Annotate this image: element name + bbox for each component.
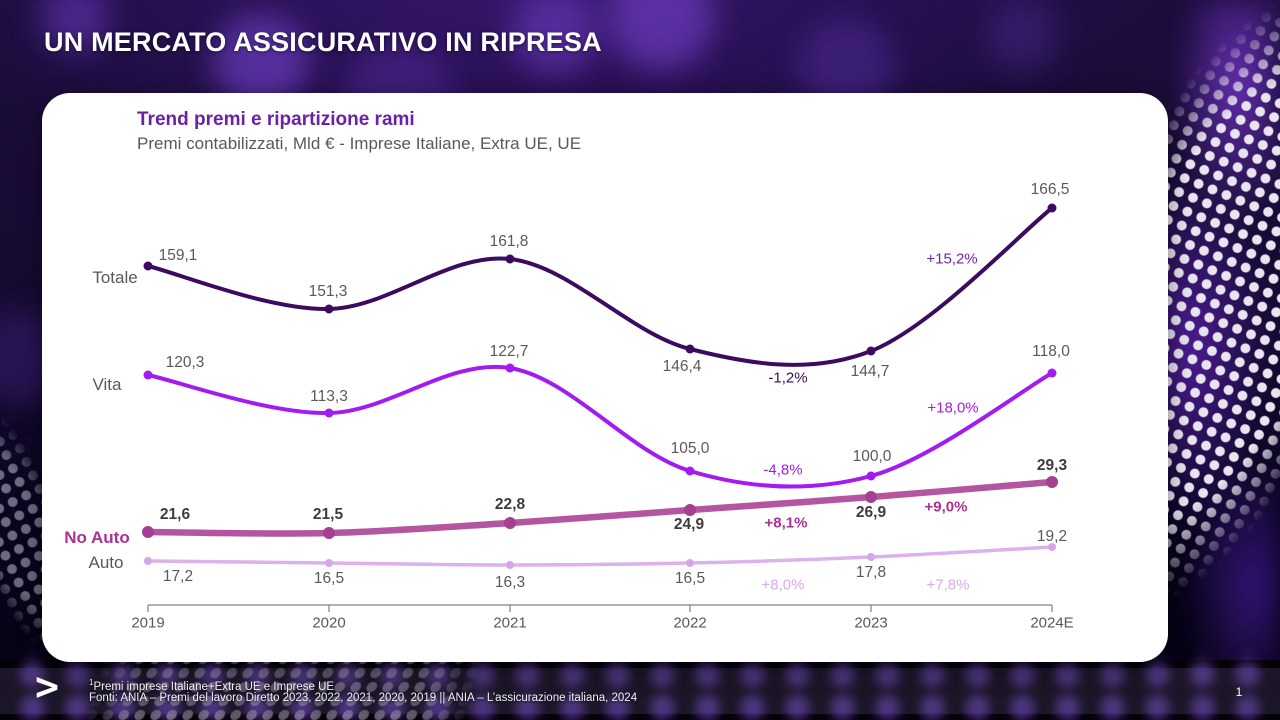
x-axis-label-2024e: 2024E — [1030, 614, 1074, 632]
series-label-no-auto: No Auto — [64, 528, 130, 547]
data-label-no-auto-2024e: 29,3 — [1036, 457, 1068, 474]
footer-band — [0, 668, 1280, 714]
series-line-totale — [143, 203, 1057, 367]
series-line-no-auto — [142, 476, 1058, 539]
data-label-no-auto-2022: 24,9 — [673, 516, 705, 533]
bokeh-glow — [608, 0, 714, 70]
data-label-totale-2019: 159,1 — [158, 247, 198, 264]
footnote-text: Premi imprese Italiane+Extra UE e Impres… — [93, 680, 335, 693]
data-label-vita-2019: 120,3 — [165, 354, 205, 371]
page-number: 1 — [1235, 685, 1243, 699]
slide-title: UN MERCATO ASSICURATIVO IN RIPRESA — [44, 27, 602, 57]
series-label-auto: Auto — [88, 553, 124, 572]
data-label-no-auto-2019: 21,6 — [159, 506, 191, 523]
data-label-vita-2024e: 118,0 — [1032, 343, 1070, 360]
data-label-totale-2021: 161,8 — [489, 233, 529, 250]
x-axis-label-2023: 2023 — [854, 614, 888, 632]
pct-change-totale-2024e: +15,2% — [926, 250, 978, 268]
data-label-auto-2022: 16,5 — [674, 570, 706, 587]
x-axis — [147, 604, 1053, 612]
footnote: 1Premi imprese Italiane+Extra UE e Impre… — [89, 675, 334, 695]
pct-change-totale-2023: -1,2% — [768, 369, 808, 387]
pct-change-auto-2024e: +7,8% — [926, 576, 970, 594]
chart-card: Trend premi e ripartizione rami Premi co… — [42, 93, 1168, 662]
series-label-totale: Totale — [92, 268, 138, 287]
sources-line: Fonti: ANIA – Premi del lavoro Diretto 2… — [89, 692, 638, 704]
data-label-vita-2023: 100,0 — [852, 448, 892, 465]
data-label-auto-2021: 16,3 — [494, 574, 526, 591]
data-label-vita-2020: 113,3 — [310, 388, 348, 405]
data-label-totale-2023: 144,7 — [850, 363, 890, 380]
data-label-auto-2023: 17,8 — [855, 564, 887, 581]
data-label-no-auto-2020: 21,5 — [312, 506, 344, 523]
pct-change-no-auto-2024e: +9,0% — [924, 498, 968, 516]
data-label-totale-2020: 151,3 — [308, 283, 348, 300]
data-label-vita-2022: 105,0 — [670, 440, 710, 457]
x-axis-label-2021: 2021 — [493, 614, 527, 632]
series-line-vita — [143, 363, 1057, 489]
bokeh-glow — [512, 0, 598, 74]
chart-title: Trend premi e ripartizione rami — [137, 109, 415, 130]
footnote-superscript: 1 — [89, 678, 94, 687]
series-line-auto — [144, 543, 1056, 569]
pct-change-vita-2023: -4,8% — [763, 461, 803, 479]
data-label-auto-2024e: 19,2 — [1036, 528, 1068, 545]
data-label-totale-2022: 146,4 — [662, 358, 702, 375]
bottom-dot-strip — [0, 660, 1280, 720]
pct-change-no-auto-2023: +8,1% — [764, 514, 808, 532]
pct-change-auto-2023: +8,0% — [761, 576, 805, 594]
chart-subtitle: Premi contabilizzati, Mld € - Imprese It… — [137, 134, 582, 153]
x-axis-label-2020: 2020 — [312, 614, 346, 632]
data-label-no-auto-2023: 26,9 — [855, 504, 887, 521]
x-axis-label-2019: 2019 — [131, 614, 165, 632]
data-label-auto-2019: 17,2 — [162, 568, 194, 585]
series-label-vita: Vita — [92, 375, 122, 394]
data-label-auto-2020: 16,5 — [313, 570, 345, 587]
line-chart — [142, 203, 1058, 612]
data-label-totale-2024e: 166,5 — [1030, 181, 1070, 198]
pct-change-vita-2024e: +18,0% — [927, 399, 979, 417]
data-label-vita-2021: 122,7 — [489, 343, 529, 360]
x-axis-label-2022: 2022 — [673, 614, 707, 632]
brand-chevron-logo: > — [35, 664, 60, 710]
data-label-no-auto-2021: 22,8 — [494, 496, 526, 513]
